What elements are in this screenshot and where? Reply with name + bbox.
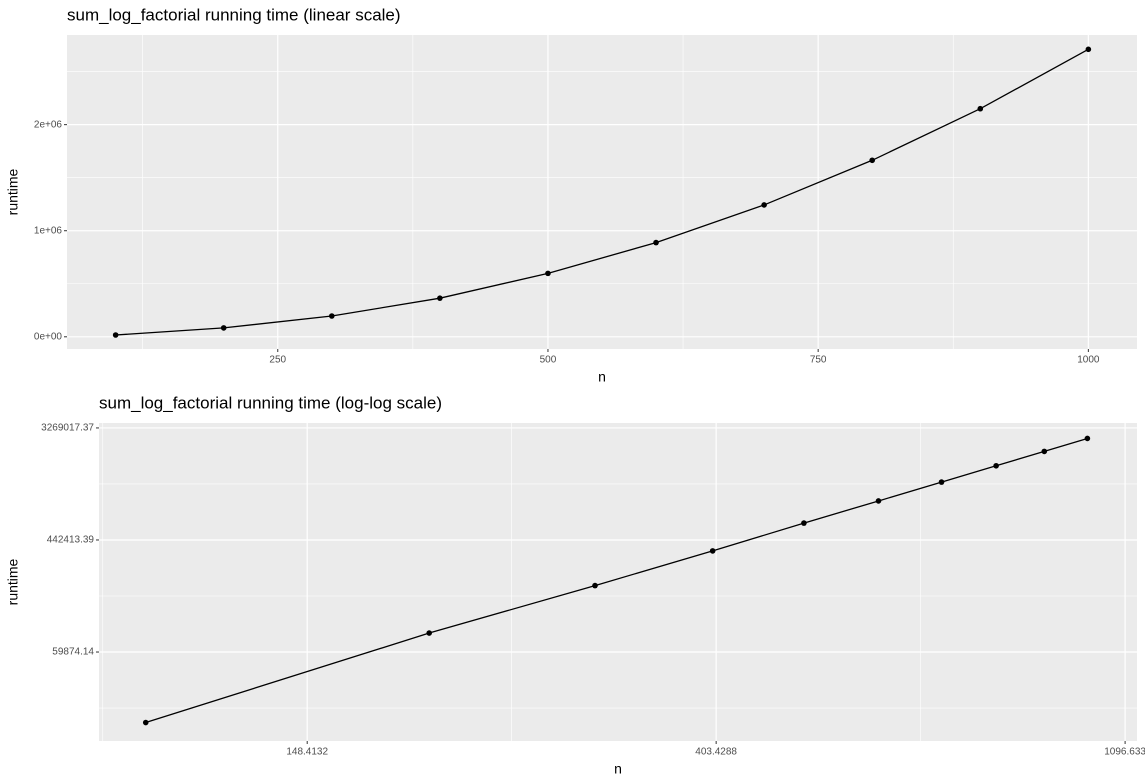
data-point: [993, 462, 999, 469]
chart-title: sum_log_factorial running time (linear s…: [67, 5, 401, 24]
y-axis-title: runtime: [5, 558, 21, 605]
x-tick-label: 250: [269, 355, 286, 366]
data-point: [592, 582, 598, 589]
y-tick-label: 2e+06: [34, 119, 63, 130]
data-point: [426, 630, 433, 636]
data-point: [1084, 435, 1091, 442]
y-tick-label: 3269017.37: [41, 423, 94, 434]
panel-background: [67, 35, 1137, 349]
data-point: [761, 202, 767, 208]
x-tick-label: 500: [540, 355, 557, 366]
data-point: [328, 313, 335, 319]
chart-title: sum_log_factorial running time (log-log …: [99, 393, 442, 412]
data-point: [653, 239, 659, 246]
data-point: [938, 479, 945, 485]
data-point: [112, 332, 119, 338]
y-tick-label: 59874.14: [52, 647, 94, 658]
data-point: [142, 719, 149, 726]
y-tick-label: 442413.39: [47, 535, 95, 546]
data-point: [875, 498, 882, 504]
y-axis-title: runtime: [5, 168, 21, 215]
x-tick-label: 148.4132: [286, 747, 328, 758]
data-point: [545, 270, 551, 277]
data-point: [220, 325, 227, 331]
x-axis-title: n: [598, 369, 606, 385]
x-tick-label: 403.4288: [695, 747, 737, 758]
data-line: [115, 48, 1089, 336]
x-axis-title: n: [614, 761, 622, 777]
y-tick-label: 0e+00: [34, 331, 63, 342]
data-point: [869, 157, 876, 164]
x-tick-label: 750: [810, 355, 827, 366]
data-line: [145, 437, 1088, 724]
x-tick-label: 1000: [1077, 355, 1100, 366]
x-tick-label: 1096.633: [1104, 747, 1145, 758]
data-point: [977, 105, 984, 112]
data-point: [1041, 448, 1048, 455]
data-point: [801, 520, 807, 526]
data-point: [1085, 46, 1092, 53]
data-point: [709, 548, 716, 554]
data-point: [437, 295, 443, 301]
y-tick-label: 1e+06: [34, 225, 63, 236]
